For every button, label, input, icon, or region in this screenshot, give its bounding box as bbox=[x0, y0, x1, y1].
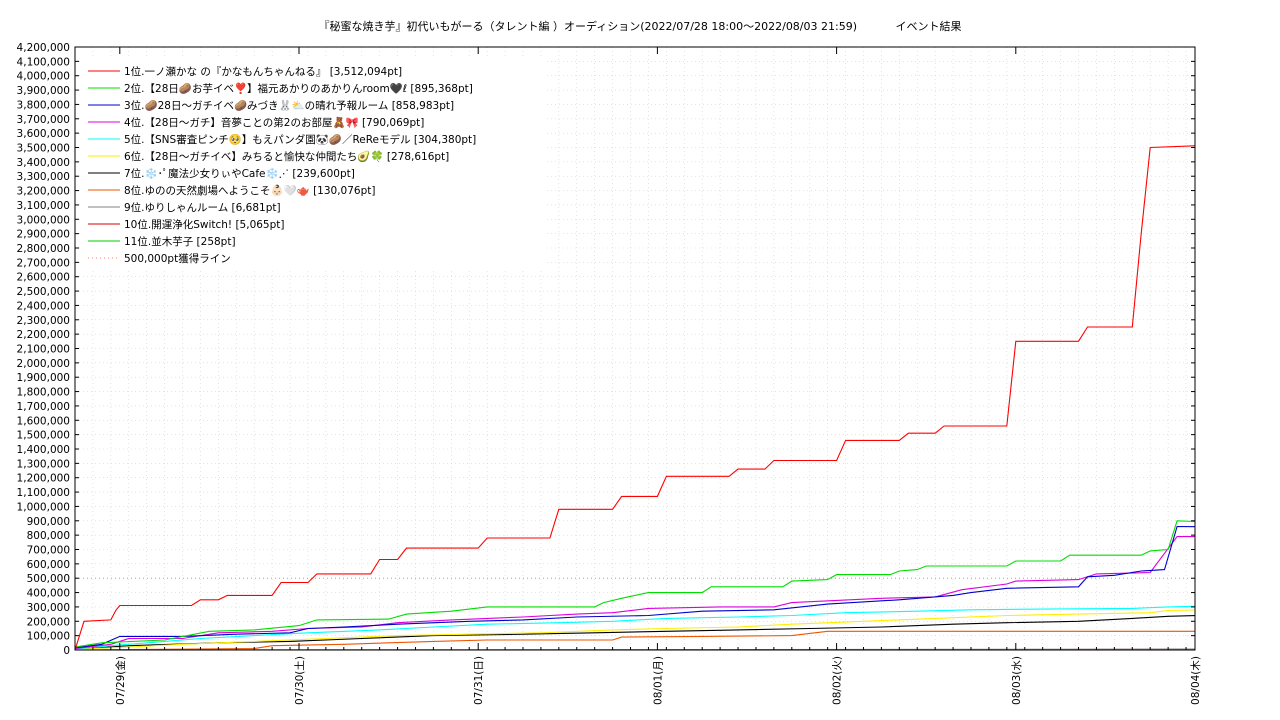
y-tick-label: 3,700,000 bbox=[17, 114, 70, 126]
y-tick-label: 1,500,000 bbox=[17, 430, 70, 442]
series-line bbox=[74, 145, 1196, 651]
y-tick-label: 2,100,000 bbox=[17, 344, 70, 356]
legend-label: 2位.【28日🥔お芋イベ❣️】福元あかりのあかりんroom🖤ℓ [895,368… bbox=[124, 82, 473, 95]
y-tick-label: 3,300,000 bbox=[17, 171, 70, 183]
x-tick-label: 07/29(金) bbox=[114, 656, 127, 705]
y-tick-label: 800,000 bbox=[27, 530, 70, 542]
y-tick-label: 1,600,000 bbox=[17, 415, 70, 427]
chart-subtitle: イベント結果 bbox=[895, 20, 962, 33]
legend-label: 4位.【28日〜ガチ】音夢ことの第2のお部屋🧸🎀 [790,069pt] bbox=[124, 116, 424, 129]
y-tick-label: 2,700,000 bbox=[17, 257, 70, 269]
legend-label: 5位.【SNS審査ピンチ🥺】もえパンダ園🐼🥔／ReReモデル [304,380p… bbox=[124, 133, 476, 146]
y-tick-label: 3,100,000 bbox=[17, 200, 70, 212]
y-tick-label: 100,000 bbox=[27, 631, 70, 643]
y-tick-label: 4,200,000 bbox=[17, 42, 70, 54]
legend-label: 7位.❄️･ﾟ魔法少女りぃやCafe❄️⋰ [239,600pt] bbox=[124, 167, 355, 180]
y-tick-label: 1,300,000 bbox=[17, 458, 70, 470]
y-tick-label: 2,200,000 bbox=[17, 329, 70, 341]
y-tick-label: 2,300,000 bbox=[17, 315, 70, 327]
series-line bbox=[74, 536, 1195, 650]
y-tick-label: 600,000 bbox=[27, 559, 70, 571]
y-tick-label: 3,400,000 bbox=[17, 157, 70, 169]
x-tick-label: 08/02(火) bbox=[832, 656, 844, 705]
y-tick-label: 3,500,000 bbox=[17, 143, 70, 155]
legend: 1位.一ノ瀬かな の『かなもんちゃんねる』 [3,512,094pt] 2位.【2… bbox=[80, 56, 544, 270]
y-tick-label: 1,900,000 bbox=[17, 372, 70, 384]
y-tick-label: 2,800,000 bbox=[17, 243, 70, 255]
series-line bbox=[74, 520, 1196, 648]
y-tick-label: 1,700,000 bbox=[17, 401, 70, 413]
y-tick-label: 900,000 bbox=[27, 516, 70, 528]
x-tick-label: 07/31(日) bbox=[473, 656, 485, 705]
y-tick-label: 1,200,000 bbox=[17, 473, 70, 485]
y-tick-label: 3,900,000 bbox=[17, 85, 70, 97]
legend-label: 8位.ゆのの天然劇場へようこそ👶🏻🤍🫖 [130,076pt] bbox=[124, 184, 375, 197]
y-axis: 0 100,000 200,000 300,000 400,000 500,000 600,… bbox=[17, 42, 1195, 657]
y-tick-label: 2,400,000 bbox=[17, 300, 70, 312]
y-tick-label: 1,000,000 bbox=[17, 501, 70, 513]
x-tick-label: 07/30(土) bbox=[293, 656, 306, 705]
legend-label: 9位.ゆりしゃんルーム [6,681pt] bbox=[124, 201, 281, 214]
series-line bbox=[74, 525, 1196, 649]
y-tick-label: 4,100,000 bbox=[17, 56, 70, 68]
y-tick-label: 200,000 bbox=[27, 616, 70, 628]
y-tick-label: 700,000 bbox=[27, 545, 70, 557]
legend-label: 1位.一ノ瀬かな の『かなもんちゃんねる』 [3,512,094pt] bbox=[124, 65, 402, 78]
x-tick-label: 08/01(月) bbox=[652, 656, 664, 705]
series-line bbox=[74, 630, 1195, 651]
series-line bbox=[74, 605, 1196, 650]
legend-label: 10位.開運浄化Switch! [5,065pt] bbox=[124, 218, 285, 231]
y-tick-label: 3,800,000 bbox=[17, 99, 70, 111]
chart-title: 『秘蜜な焼き芋』初代いもがーる（タレント編 ）オーディション(2022/07/2… bbox=[0, 18, 1280, 34]
y-tick-label: 1,400,000 bbox=[17, 444, 70, 456]
y-tick-label: 0 bbox=[63, 645, 70, 657]
legend-label: 3位.🥔28日〜ガチイベ🥔みづき🐰⛅の晴れ予報ルーム [858,983pt] bbox=[124, 99, 454, 112]
y-tick-label: 3,000,000 bbox=[17, 214, 70, 226]
y-tick-label: 1,800,000 bbox=[17, 387, 70, 399]
y-tick-label: 400,000 bbox=[27, 588, 70, 600]
y-tick-label: 3,600,000 bbox=[17, 128, 70, 140]
y-tick-label: 2,900,000 bbox=[17, 229, 70, 241]
legend-label: 11位.並木芋子 [258pt] bbox=[124, 235, 236, 248]
legend-background bbox=[80, 56, 544, 270]
y-tick-label: 2,600,000 bbox=[17, 272, 70, 284]
y-tick-label: 3,200,000 bbox=[17, 186, 70, 198]
x-tick-label: 08/03(水) bbox=[1011, 656, 1023, 705]
x-tick-label: 08/04(木) bbox=[1190, 656, 1202, 705]
y-tick-label: 1,100,000 bbox=[17, 487, 70, 499]
y-tick-label: 300,000 bbox=[27, 602, 70, 614]
legend-label: 6位.【28日〜ガチイベ】みちると愉快な仲間たち🥑🍀 [278,616pt] bbox=[124, 149, 449, 163]
series-line bbox=[74, 615, 1196, 650]
chart-title-text: 『秘蜜な焼き芋』初代いもがーる（タレント編 ）オーディション(2022/07/2… bbox=[318, 20, 858, 33]
x-axis: 07/29(金) 07/30(土) 07/31(日) 08/01(月) 08/02(火)… bbox=[92, 47, 1202, 705]
legend-label: 500,000pt獲得ライン bbox=[124, 252, 231, 265]
y-tick-label: 4,000,000 bbox=[17, 71, 70, 83]
series-line bbox=[74, 609, 1196, 650]
y-tick-label: 500,000 bbox=[27, 573, 70, 585]
y-tick-label: 2,500,000 bbox=[17, 286, 70, 298]
y-tick-label: 2,000,000 bbox=[17, 358, 70, 370]
